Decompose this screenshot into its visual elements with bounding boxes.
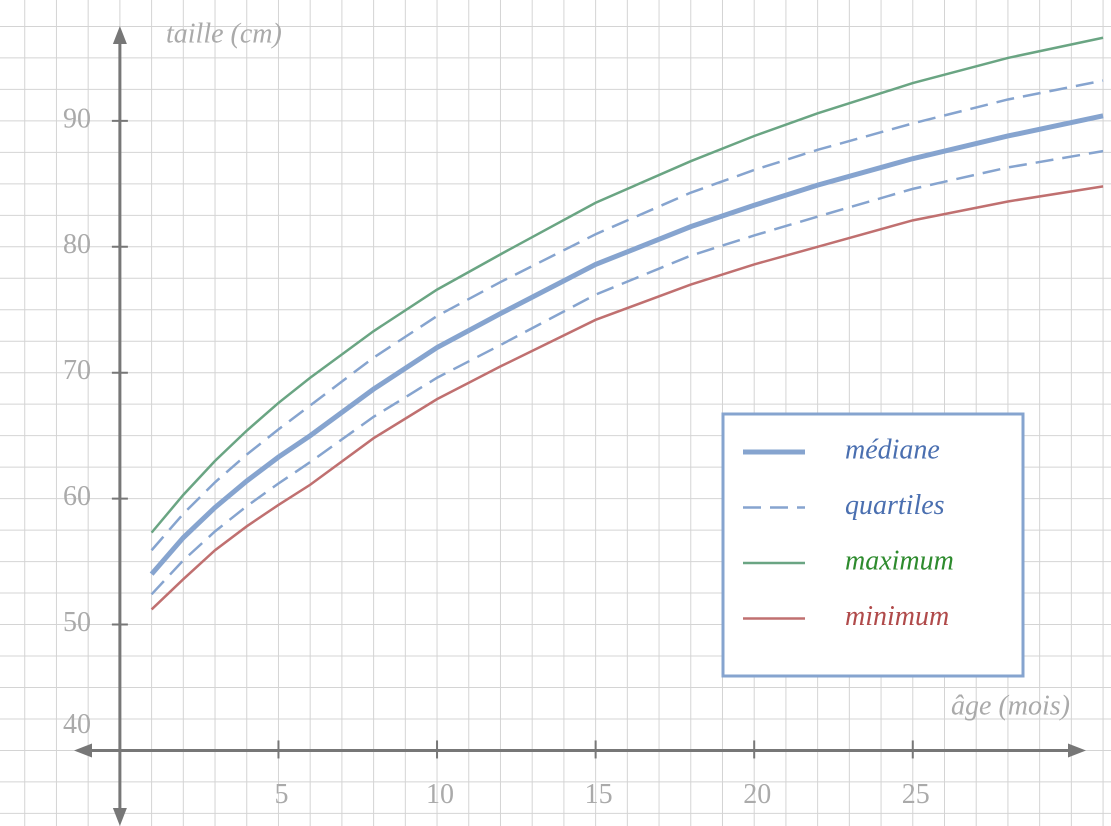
x-tick-label: 10 xyxy=(426,779,454,810)
legend: médiane quartiles maximum minimum xyxy=(721,412,1025,678)
y-tick-label: 70 xyxy=(63,355,91,386)
arrow xyxy=(112,808,127,826)
x-tick-label: 20 xyxy=(743,779,771,810)
curve xyxy=(150,36,1104,534)
arrow xyxy=(1068,743,1086,758)
legend-box xyxy=(721,412,1025,678)
y-tick-label: 80 xyxy=(63,229,91,260)
legend-label: minimum xyxy=(845,601,949,632)
axes: 40 50 60 70 80 90 5 10 15 20 25 xyxy=(63,26,1086,826)
curve xyxy=(149,113,1104,576)
x-axis-label: âge (mois) xyxy=(951,690,1070,721)
curve xyxy=(150,79,1104,552)
legend-label: quartiles xyxy=(845,490,945,521)
x-tick-label: 25 xyxy=(902,779,930,810)
y-tick-label: 90 xyxy=(63,103,91,134)
x-tick-label: 5 xyxy=(274,779,288,810)
x-tick-label: 15 xyxy=(585,779,613,810)
arrow xyxy=(112,26,127,44)
legend-label: maximum xyxy=(845,545,954,576)
y-tick-label: 60 xyxy=(63,481,91,512)
y-axis-label: taille (cm) xyxy=(166,18,282,49)
curve xyxy=(150,185,1104,611)
arrow xyxy=(74,743,92,758)
legend-label: médiane xyxy=(845,434,940,465)
curves xyxy=(149,36,1104,611)
y-tick-label: 50 xyxy=(63,607,91,638)
y-tick-label: 40 xyxy=(63,709,91,740)
curve xyxy=(150,149,1104,596)
